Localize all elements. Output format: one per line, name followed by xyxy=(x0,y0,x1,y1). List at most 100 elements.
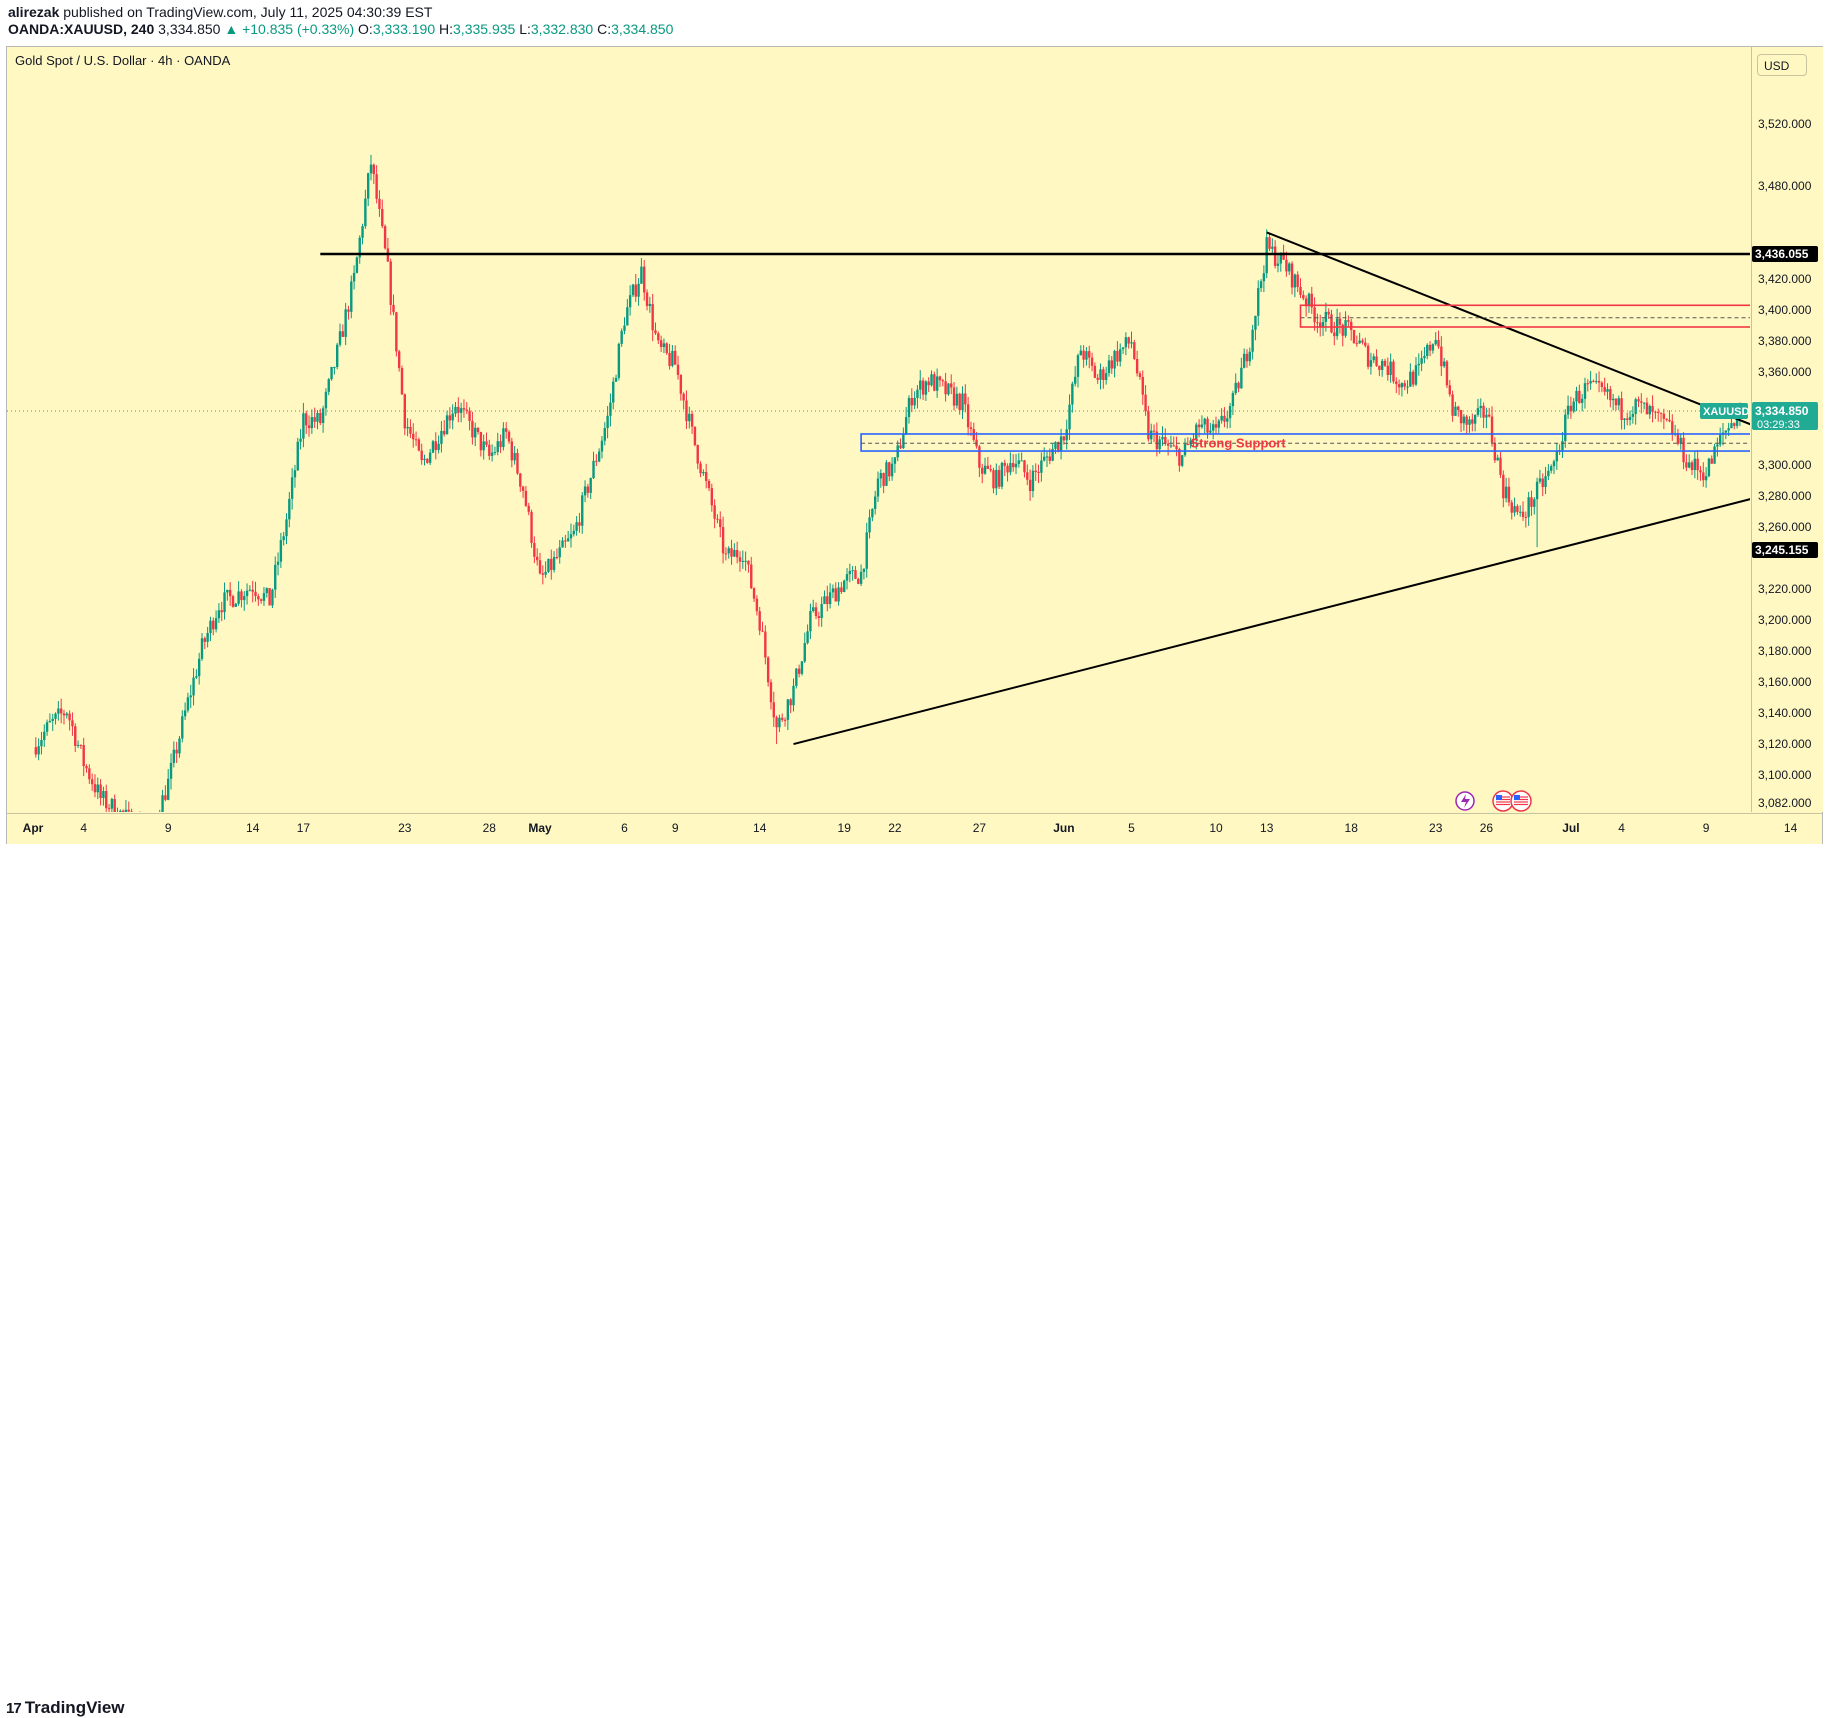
candle-body xyxy=(1601,383,1603,387)
candle-body xyxy=(83,745,85,766)
candle-body xyxy=(181,716,183,738)
candle-body xyxy=(882,473,884,486)
candle-body xyxy=(1505,487,1507,499)
currency-button[interactable]: USD xyxy=(1757,54,1807,76)
candle-body xyxy=(1350,322,1352,330)
candle-body xyxy=(77,745,79,746)
candle-body xyxy=(1387,366,1389,375)
candle-body xyxy=(471,421,473,437)
candle-body xyxy=(139,821,141,833)
candle-body xyxy=(1725,431,1727,433)
candle-body xyxy=(460,408,462,413)
candle-body xyxy=(409,427,411,434)
candle-body xyxy=(353,273,355,282)
candle-body xyxy=(1204,419,1206,425)
candle-body xyxy=(1465,417,1467,425)
candle-body xyxy=(1187,444,1189,445)
candle-body xyxy=(936,376,938,390)
candle-body xyxy=(1353,330,1355,343)
candle-body xyxy=(1632,414,1634,417)
x-tick-label: 22 xyxy=(888,821,902,835)
candle-body xyxy=(457,407,459,413)
candle-body xyxy=(46,722,48,732)
x-tick-label: 14 xyxy=(246,821,260,835)
candle-body xyxy=(480,432,482,450)
candle-body xyxy=(1102,369,1104,380)
x-tick-label: 9 xyxy=(165,821,172,835)
x-tick-label: 4 xyxy=(1618,821,1625,835)
candle-body xyxy=(564,540,566,541)
candle-body xyxy=(282,536,284,540)
candle-body xyxy=(570,534,572,538)
x-tick-label: 5 xyxy=(1128,821,1135,835)
candle-body xyxy=(246,591,248,596)
candle-body xyxy=(1344,320,1346,336)
candle-body xyxy=(871,509,873,517)
candle-body xyxy=(725,553,727,554)
candle-body xyxy=(223,592,225,612)
candle-body xyxy=(474,428,476,438)
candle-body xyxy=(671,351,673,366)
candle-body xyxy=(1634,399,1636,414)
y-tick-label: 3,520.000 xyxy=(1758,117,1812,131)
candle-body xyxy=(1392,362,1394,382)
candle-body xyxy=(643,267,645,293)
candle-body xyxy=(198,659,200,676)
y-tick-label: 3,260.000 xyxy=(1758,520,1812,534)
candle-body xyxy=(150,825,152,829)
candle-body xyxy=(1457,407,1459,410)
x-tick-label: 6 xyxy=(621,821,628,835)
candle-body xyxy=(1598,381,1600,383)
candle-body xyxy=(699,464,701,474)
candle-body xyxy=(60,709,62,714)
candle-body xyxy=(443,431,445,434)
candle-body xyxy=(1257,288,1259,316)
candle-body xyxy=(1077,355,1079,377)
candle-body xyxy=(136,821,138,836)
candle-body xyxy=(350,281,352,311)
candle-body xyxy=(164,795,166,800)
candle-body xyxy=(1564,415,1566,441)
candle-body xyxy=(1702,472,1704,480)
price-chart[interactable]: Strong Support3,082.0003,100.0003,120.00… xyxy=(0,0,1829,880)
target-level-tag-label: 3,245.155 xyxy=(1755,543,1809,557)
candle-body xyxy=(1091,358,1093,366)
candle-body xyxy=(1029,480,1031,491)
candle-body xyxy=(1133,342,1135,359)
candle-body xyxy=(1378,366,1380,370)
candle-body xyxy=(1001,463,1003,487)
x-tick-label: 4 xyxy=(80,821,87,835)
candle-body xyxy=(519,473,521,486)
candle-body xyxy=(697,445,699,464)
candle-body xyxy=(494,452,496,453)
candle-body xyxy=(336,345,338,367)
candle-body xyxy=(482,441,484,450)
candle-body xyxy=(778,718,780,728)
candle-body xyxy=(212,621,214,630)
candle-body xyxy=(122,811,124,814)
flag-canton xyxy=(1514,795,1520,800)
candle-body xyxy=(525,491,527,506)
candle-body xyxy=(1536,482,1538,499)
candle-body xyxy=(1167,444,1169,446)
candle-body xyxy=(947,383,949,394)
candle-body xyxy=(1561,441,1563,450)
candle-body xyxy=(1547,471,1549,476)
candle-body xyxy=(1705,476,1707,480)
candle-body xyxy=(1471,419,1473,423)
candle-body xyxy=(429,453,431,463)
candle-body xyxy=(1040,460,1042,472)
candle-body xyxy=(1049,456,1051,460)
x-tick-label: 18 xyxy=(1345,821,1359,835)
candle-body xyxy=(1665,419,1667,420)
candle-body xyxy=(513,453,515,460)
y-tick-label: 3,280.000 xyxy=(1758,489,1812,503)
candle-body xyxy=(1432,344,1434,350)
candle-body xyxy=(71,720,73,726)
candle-body xyxy=(694,427,696,445)
candle-body xyxy=(1435,340,1437,344)
candle-body xyxy=(1649,406,1651,414)
candle-body xyxy=(252,590,254,592)
candle-body xyxy=(1409,372,1411,387)
